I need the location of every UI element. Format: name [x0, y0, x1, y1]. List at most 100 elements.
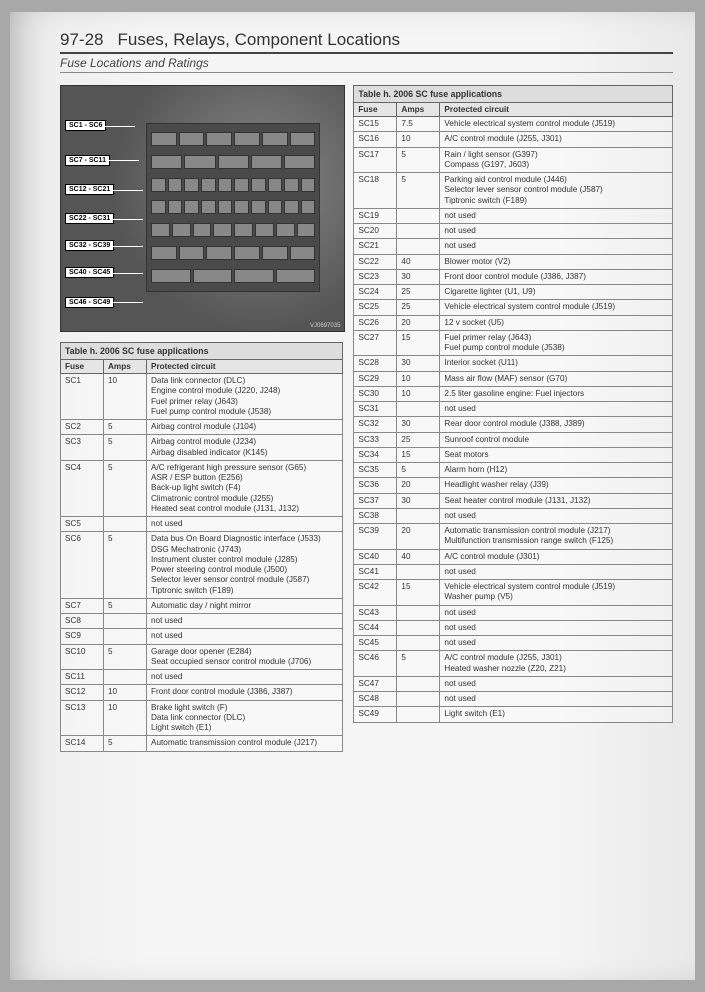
table-row: SC43not used: [354, 605, 673, 620]
fuse-slot: [290, 132, 316, 146]
cell-amps: 30: [397, 269, 440, 284]
table-row: SC3325Sunroof control module: [354, 432, 673, 447]
cell-circuit: not used: [147, 670, 343, 685]
cell-fuse: SC5: [61, 517, 104, 532]
fuse-slot: [151, 155, 182, 169]
cell-fuse: SC46: [354, 651, 397, 677]
cell-circuit: Light switch (E1): [440, 707, 673, 722]
fuse-slot: [151, 200, 166, 214]
fuse-slot: [234, 178, 249, 192]
cell-circuit: Vehicle electrical system control module…: [440, 300, 673, 315]
fuse-row: [151, 155, 315, 169]
cell-amps: [397, 636, 440, 651]
fuse-slot: [201, 178, 216, 192]
table-row: SC20not used: [354, 224, 673, 239]
cell-fuse: SC32: [354, 417, 397, 432]
fuse-row: [151, 269, 315, 283]
fuse-slot: [206, 246, 232, 260]
cell-amps: 20: [397, 478, 440, 493]
cell-circuit: Alarm horn (H12): [440, 463, 673, 478]
cell-circuit: Seat motors: [440, 447, 673, 462]
cell-circuit: Airbag control module (J234)Airbag disab…: [147, 435, 343, 461]
cell-fuse: SC2: [61, 420, 104, 435]
table-row: SC3920Automatic transmission control mod…: [354, 524, 673, 550]
cell-circuit: Airbag control module (J104): [147, 420, 343, 435]
table-row: SC4215Vehicle electrical system control …: [354, 580, 673, 606]
fuse-row: [151, 223, 315, 237]
fuse-slot: [218, 200, 233, 214]
fuse-slot: [184, 178, 199, 192]
cell-fuse: SC6: [61, 532, 104, 599]
cell-fuse: SC38: [354, 508, 397, 523]
cell-amps: 5: [397, 463, 440, 478]
cell-amps: 10: [104, 685, 147, 700]
photo-callout: SC12 - SC21: [65, 184, 114, 195]
cell-amps: 5: [104, 532, 147, 599]
right-column: Table h. 2006 SC fuse applications Fuse …: [353, 85, 673, 723]
cell-fuse: SC40: [354, 549, 397, 564]
cell-fuse: SC1: [61, 374, 104, 420]
cell-fuse: SC25: [354, 300, 397, 315]
cell-amps: 7.5: [397, 117, 440, 132]
table-row: SC21not used: [354, 239, 673, 254]
photo-callout: SC46 - SC49: [65, 297, 114, 308]
photo-callout: SC7 - SC11: [65, 155, 110, 166]
table-row: SC45A/C refrigerant high pressure sensor…: [61, 460, 343, 516]
photo-callout: SC22 - SC31: [65, 213, 114, 224]
cell-circuit: Front door control module (J386, J387): [440, 269, 673, 284]
cell-circuit: not used: [440, 692, 673, 707]
cell-amps: 25: [397, 300, 440, 315]
cell-amps: [397, 239, 440, 254]
fuse-slot: [284, 178, 299, 192]
fuse-panel-photo: SC1 - SC6SC7 - SC11SC12 - SC21SC22 - SC3…: [60, 85, 345, 332]
cell-circuit: not used: [440, 224, 673, 239]
table-row: SC45 not used: [354, 636, 673, 651]
subhead: Fuse Locations and Ratings: [60, 56, 673, 73]
table-row: SC262012 v socket (U5): [354, 315, 673, 330]
cell-amps: [104, 629, 147, 644]
table-row: SC47not used: [354, 676, 673, 691]
cell-fuse: SC17: [354, 147, 397, 173]
table-row: SC2830Interior socket (U11): [354, 356, 673, 371]
table-row: SC157.5Vehicle electrical system control…: [354, 117, 673, 132]
fuse-slot: [276, 223, 295, 237]
cell-circuit: Sunroof control module: [440, 432, 673, 447]
fuse-row: [151, 246, 315, 260]
cell-circuit: A/C refrigerant high pressure sensor (G6…: [147, 460, 343, 516]
cell-fuse: SC35: [354, 463, 397, 478]
cell-amps: 20: [397, 524, 440, 550]
table-row: SC145Automatic transmission control modu…: [61, 736, 343, 751]
fuse-slot: [234, 246, 260, 260]
cell-fuse: SC28: [354, 356, 397, 371]
fuse-slot: [251, 200, 266, 214]
table-row: SC2240Blower motor (V2): [354, 254, 673, 269]
cell-fuse: SC27: [354, 330, 397, 356]
cell-fuse: SC39: [354, 524, 397, 550]
fuse-slot: [251, 178, 266, 192]
cell-circuit: not used: [440, 564, 673, 579]
table-row: SC3230Rear door control module (J388, J3…: [354, 417, 673, 432]
table-row: SC2425Cigarette lighter (U1, U9): [354, 285, 673, 300]
cell-fuse: SC45: [354, 636, 397, 651]
fuse-slot: [179, 132, 205, 146]
cell-amps: [397, 676, 440, 691]
cell-fuse: SC42: [354, 580, 397, 606]
fuse-block: [146, 123, 320, 292]
cell-circuit: Vehicle electrical system control module…: [440, 580, 673, 606]
table-row: SC75Automatic day / night mirror: [61, 598, 343, 613]
fuse-slot: [184, 200, 199, 214]
cell-circuit: Blower motor (V2): [440, 254, 673, 269]
table-row: SC2715Fuel primer relay (J643)Fuel pump …: [354, 330, 673, 356]
fuse-row: [151, 200, 315, 214]
cell-circuit: not used: [440, 636, 673, 651]
fuse-slot: [201, 200, 216, 214]
cell-circuit: 12 v socket (U5): [440, 315, 673, 330]
col-amps: Amps: [397, 103, 440, 117]
cell-circuit: Automatic day / night mirror: [147, 598, 343, 613]
cell-circuit: not used: [147, 629, 343, 644]
col-fuse: Fuse: [61, 360, 104, 374]
cell-circuit: Parking aid control module (J446)Selecto…: [440, 173, 673, 209]
col-circuit: Protected circuit: [440, 103, 673, 117]
cell-fuse: SC13: [61, 700, 104, 736]
fuse-slot: [284, 155, 315, 169]
